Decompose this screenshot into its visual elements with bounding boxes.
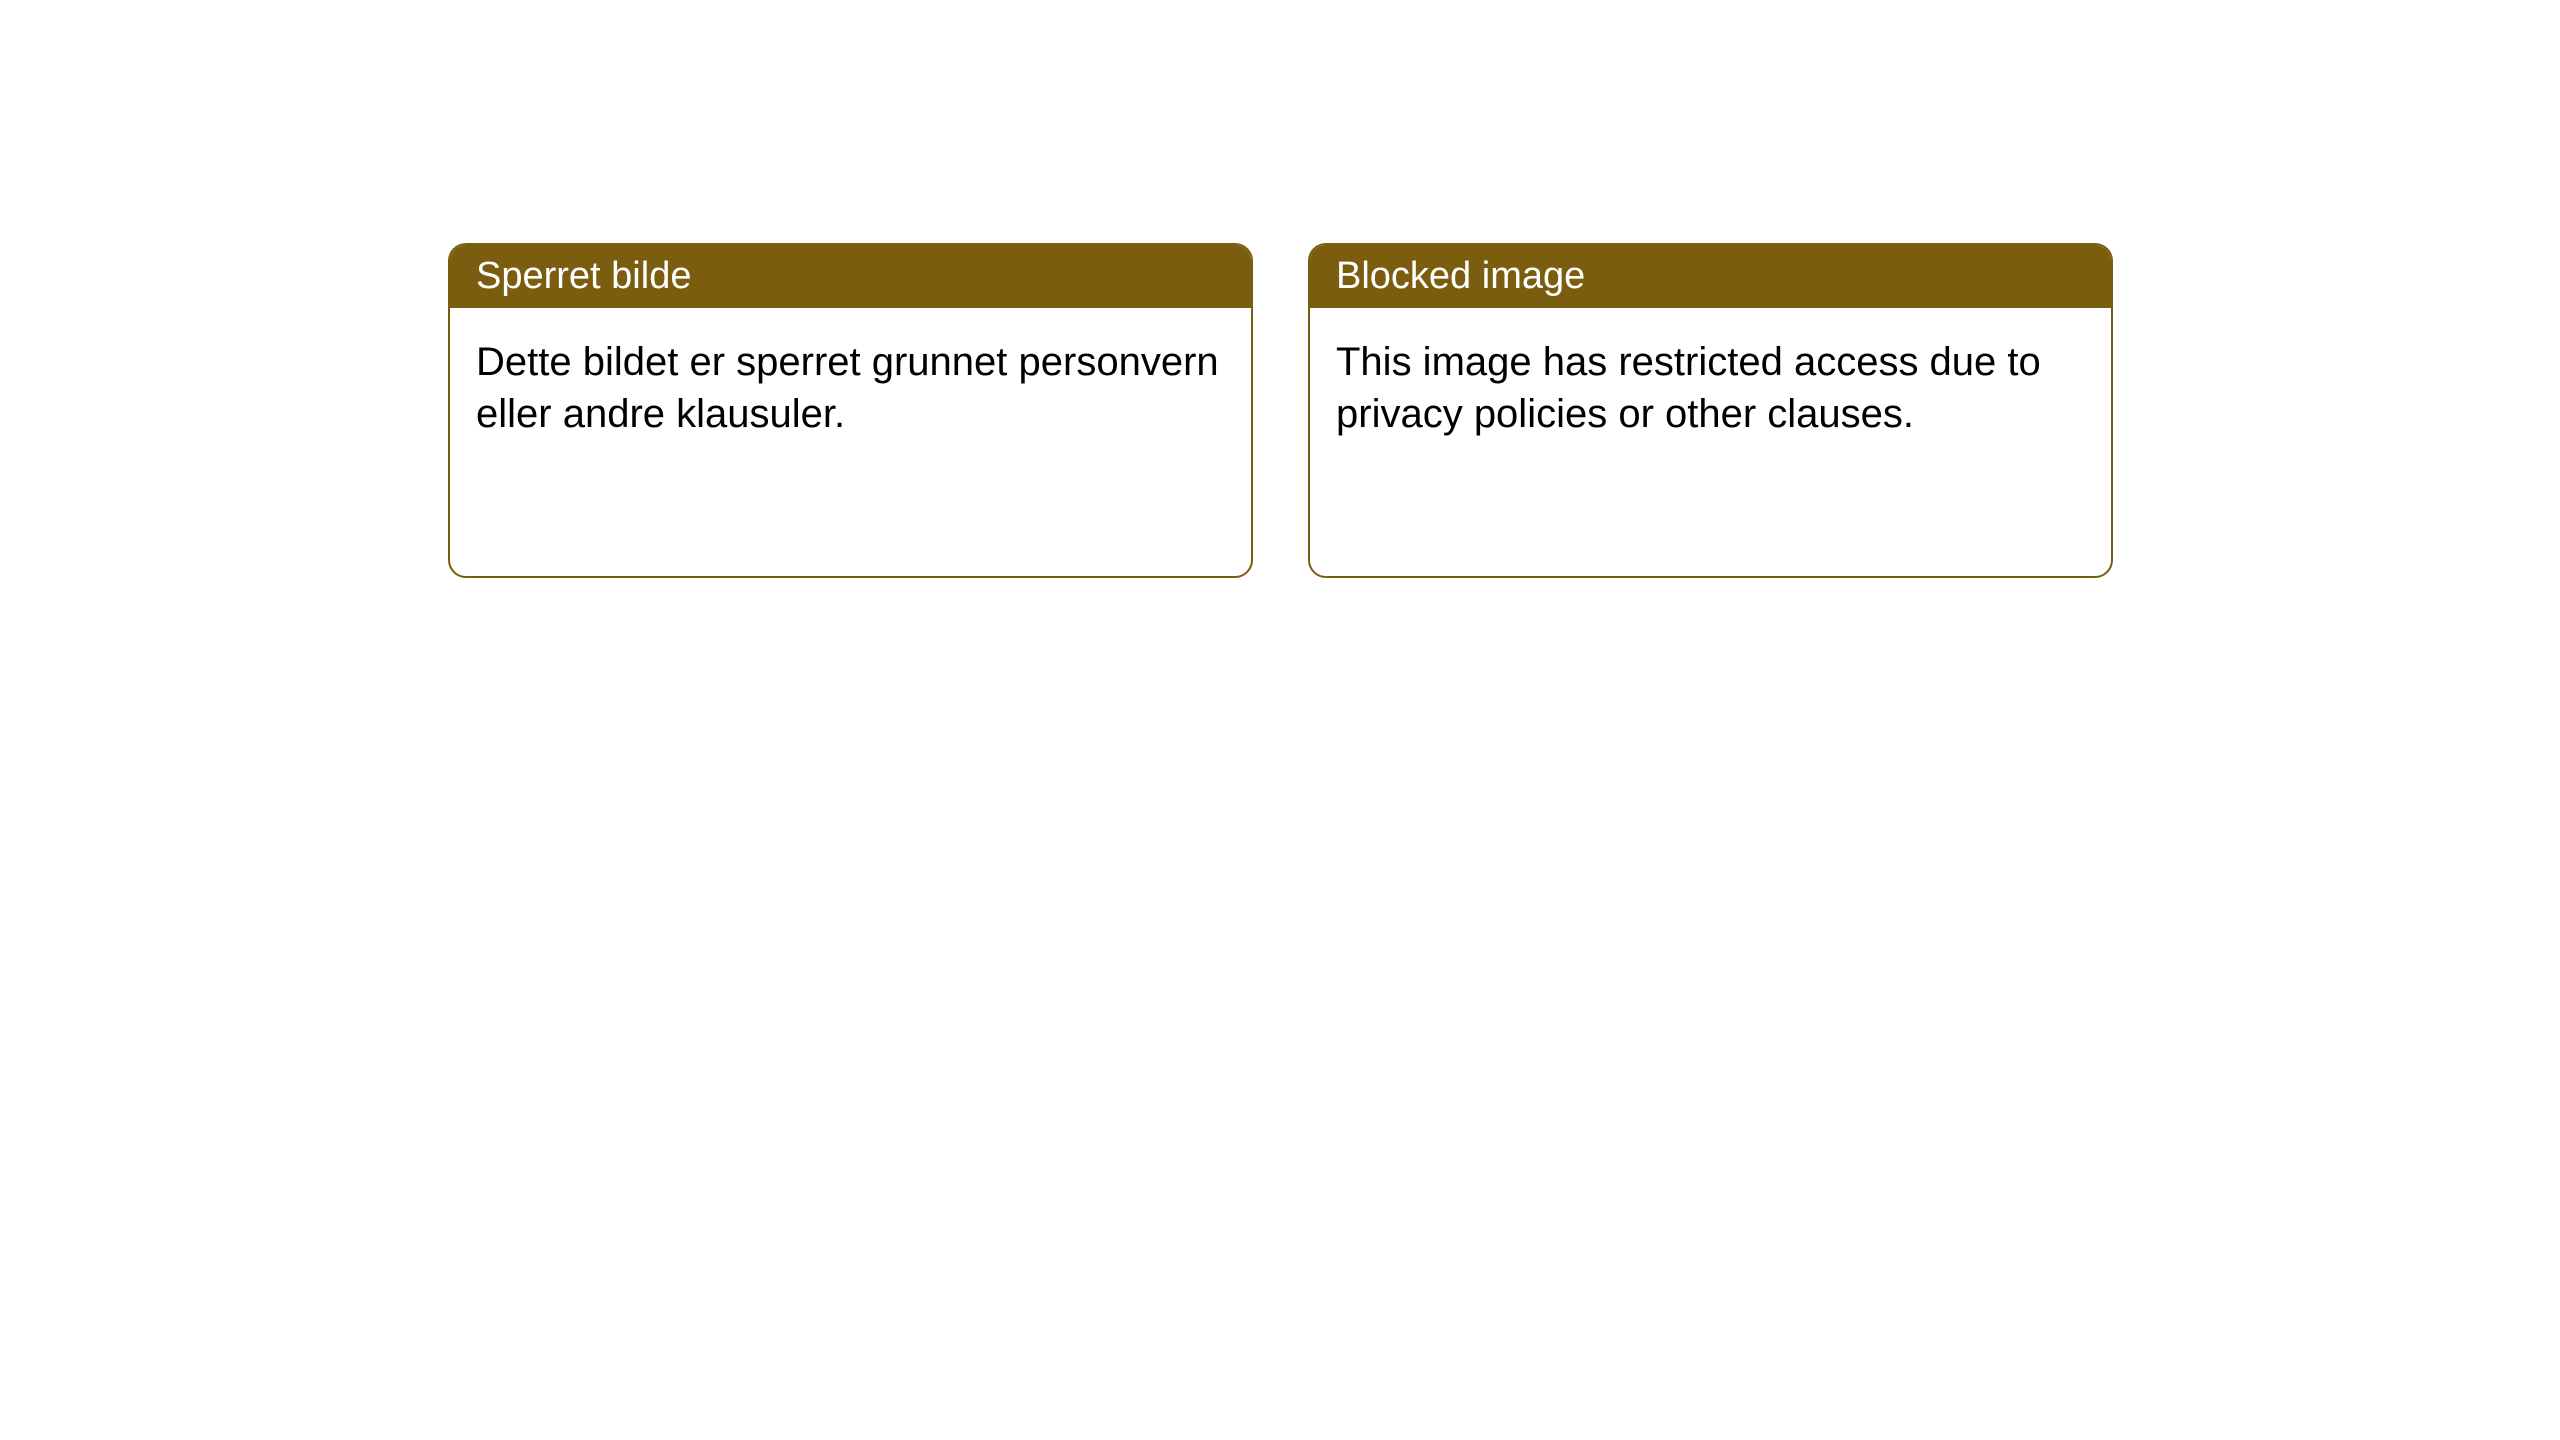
notice-body: This image has restricted access due to … — [1310, 308, 2111, 468]
notice-text: This image has restricted access due to … — [1336, 340, 2041, 436]
notice-header: Blocked image — [1310, 245, 2111, 308]
notice-body: Dette bildet er sperret grunnet personve… — [450, 308, 1251, 468]
notice-card-english: Blocked image This image has restricted … — [1308, 243, 2113, 578]
notice-container: Sperret bilde Dette bildet er sperret gr… — [448, 243, 2113, 578]
notice-text: Dette bildet er sperret grunnet personve… — [476, 340, 1219, 436]
notice-title: Sperret bilde — [476, 255, 691, 297]
notice-header: Sperret bilde — [450, 245, 1251, 308]
notice-card-norwegian: Sperret bilde Dette bildet er sperret gr… — [448, 243, 1253, 578]
notice-title: Blocked image — [1336, 255, 1585, 297]
